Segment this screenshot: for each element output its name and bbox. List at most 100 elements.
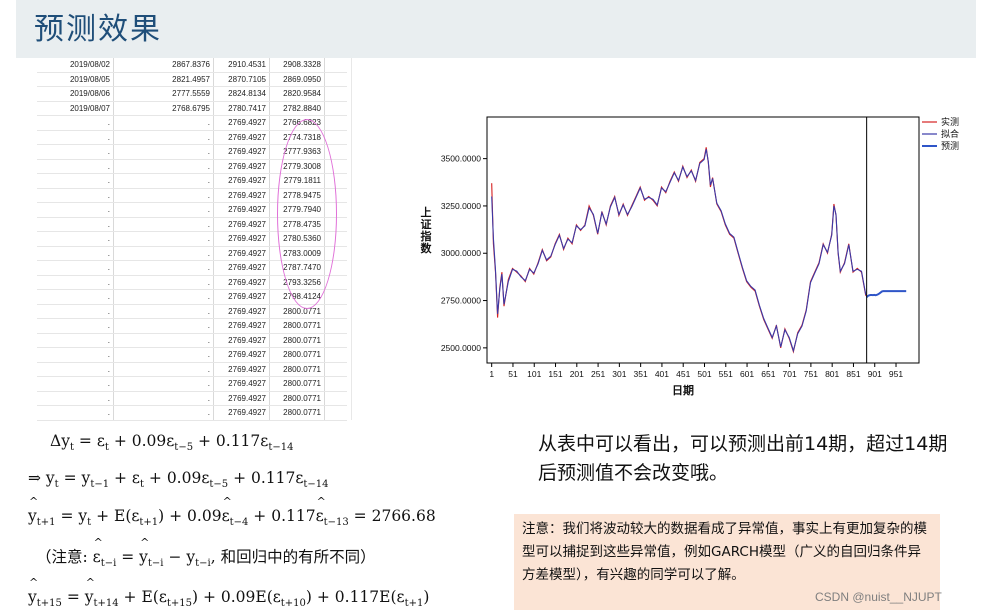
table-row: 2019/08/07 2768.6795 2780.7417 2782.8840 — [37, 101, 347, 116]
table-row: .. 2769.4927 2800.0771 — [37, 318, 347, 334]
x-tick-label: 1 — [489, 369, 494, 379]
y-tick-label: 3500.0000 — [441, 154, 481, 164]
x-tick-label: 851 — [846, 369, 860, 379]
table-cell: . — [37, 289, 114, 305]
table-cell: 2769.4927 — [213, 318, 270, 334]
table-cell: 2820.9584 — [269, 86, 325, 102]
table-cell: . — [37, 362, 114, 377]
formula-5: yt+15 = yt+14 + E(εt+15) + 0.09E(εt+10) … — [28, 576, 429, 609]
table-row: .. 2769.4927 2787.7470 — [37, 260, 347, 276]
table-cell: . — [37, 275, 114, 290]
table-cell — [324, 304, 347, 319]
table-cell — [324, 217, 347, 232]
table-row: .. 2769.4927 2779.1811 — [37, 173, 347, 189]
table-cell: 2019/08/07 — [37, 101, 114, 116]
table-cell — [324, 318, 347, 334]
table-cell: 2778.4735 — [269, 217, 325, 232]
table-row: .. 2769.4927 2800.0771 — [37, 376, 347, 392]
table-cell: 2769.4927 — [213, 304, 270, 319]
table-row: .. 2769.4927 2800.0771 — [37, 333, 347, 348]
table-row: .. 2769.4927 2798.4124 — [37, 289, 347, 305]
series-line-forecast — [865, 290, 907, 299]
table-cell: 2769.4927 — [213, 188, 270, 203]
table-cell: 2769.4927 — [213, 362, 270, 377]
table-cell — [324, 188, 347, 203]
table-cell: . — [113, 173, 214, 189]
plot-frame — [486, 116, 920, 364]
table-cell: 2779.1811 — [269, 173, 325, 189]
table-cell: . — [37, 376, 114, 392]
table-cell — [324, 202, 347, 218]
table-cell: 2769.4927 — [213, 275, 270, 290]
table-cell: 2870.7105 — [213, 72, 270, 87]
table-cell: 2780.5360 — [269, 231, 325, 247]
table-cell: 2869.0950 — [269, 72, 325, 87]
table-row: .. 2769.4927 2800.0771 — [37, 391, 347, 406]
table-cell: 2769.4927 — [213, 231, 270, 247]
note-main: 从表中可以看出，可以预测出前14期，超过14期后预测值不会改变哦。 — [538, 433, 948, 484]
table-cell — [324, 173, 347, 189]
table-row: .. 2769.4927 2783.0009 — [37, 246, 347, 261]
x-tick-label: 601 — [740, 369, 754, 379]
table-cell: 2769.4927 — [213, 405, 270, 421]
table-cell — [324, 260, 347, 276]
legend-label: 拟合 — [941, 128, 959, 140]
table-cell: 2019/08/05 — [37, 72, 114, 87]
table-cell: . — [37, 217, 114, 232]
formula-4: （注意: εt−i = yt−i − yt−i, 和回归中的有所不同） — [36, 536, 376, 569]
table-row: .. 2769.4927 2778.9475 — [37, 188, 347, 203]
table-cell: 2769.4927 — [213, 202, 270, 218]
table-cell: . — [113, 289, 214, 305]
table-cell: . — [37, 202, 114, 218]
table-cell: . — [37, 188, 114, 203]
table-cell: 2769.4927 — [213, 246, 270, 261]
table-cell: . — [113, 159, 214, 174]
forecast-table: 2019/08/02 2867.8376 2910.4531 2908.3328 201… — [37, 58, 352, 421]
table-cell: 2019/08/06 — [37, 86, 114, 102]
table-cell: 2769.4927 — [213, 391, 270, 406]
table-cell: . — [37, 231, 114, 247]
table-cell: 2787.7470 — [269, 260, 325, 276]
table-cell: 2778.9475 — [269, 188, 325, 203]
table-cell: 2769.4927 — [213, 130, 270, 145]
table-cell: 2800.0771 — [269, 376, 325, 392]
table-row: .. 2769.4927 2779.3008 — [37, 159, 347, 174]
x-tick-label: 501 — [697, 369, 711, 379]
table-cell: . — [113, 391, 214, 406]
table-cell: 2800.0771 — [269, 304, 325, 319]
table-cell: . — [37, 391, 114, 406]
table-cell: . — [113, 405, 214, 421]
table-cell — [324, 130, 347, 145]
table-cell: . — [113, 347, 214, 363]
table-cell: . — [113, 304, 214, 319]
x-tick-label: 301 — [612, 369, 626, 379]
table-cell — [324, 159, 347, 174]
table-cell: 2769.4927 — [213, 173, 270, 189]
y-tick-label: 3000.0000 — [441, 248, 481, 258]
note-box: 注意：我们将波动较大的数据看成了异常值，事实上有更加复杂的模型可以捕捉到这些异常… — [514, 514, 940, 610]
y-tick-label: 3250.0000 — [441, 201, 481, 211]
table-cell — [324, 289, 347, 305]
x-tick-label: 151 — [548, 369, 562, 379]
table-cell — [324, 101, 347, 116]
series-line-fitted — [491, 149, 867, 353]
table-cell — [324, 115, 347, 131]
x-axis-label: 日期 — [672, 383, 694, 397]
table-cell: . — [37, 115, 114, 131]
table-cell: . — [113, 130, 214, 145]
table-cell: 2777.5559 — [113, 86, 214, 102]
table-cell: 2800.0771 — [269, 391, 325, 406]
table-cell: 2821.4957 — [113, 72, 214, 87]
table-cell: . — [113, 188, 214, 203]
line-chart: 2500.0000 2750.0000 3000.0000 3250.0000 3500… — [421, 116, 960, 397]
legend-label: 实测 — [941, 116, 959, 128]
table-cell — [324, 362, 347, 377]
table-cell — [324, 333, 347, 348]
table-cell: . — [113, 144, 214, 160]
table-row: .. 2769.4927 2800.0771 — [37, 347, 347, 363]
formula-3: yt+1 = yt + E(εt+1) + 0.09εt−4 + 0.117εt… — [28, 495, 436, 528]
table-row: 2019/08/06 2777.5559 2824.8134 2820.9584 — [37, 86, 347, 102]
table-cell: 2766.6823 — [269, 115, 325, 131]
table-cell: . — [113, 275, 214, 290]
table-cell: . — [37, 333, 114, 348]
